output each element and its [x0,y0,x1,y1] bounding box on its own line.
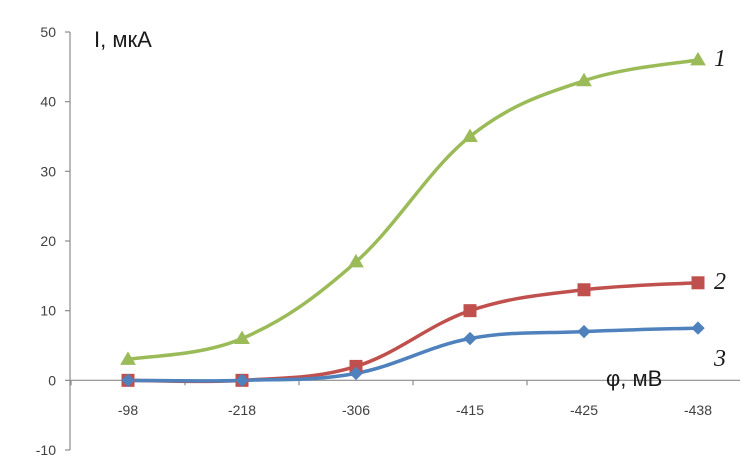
y-tick-label: 10 [40,303,56,319]
data-point-series-1 [462,128,478,142]
data-point-series-1 [348,253,364,268]
data-point-series-2 [691,276,705,290]
x-tick-label: -438 [684,402,712,418]
data-point-series-1 [120,351,136,365]
series-line-1 [126,58,700,362]
x-tick-label: -218 [228,402,256,418]
series-line-3 [126,326,700,383]
data-point-series-2 [463,304,477,318]
x-tick-labels: -98 -218 -306 -415 -425 -438 [118,402,712,418]
data-point-series-3 [577,324,591,339]
y-tick-label: 20 [40,233,56,249]
y-tick-label: 40 [40,94,56,110]
series-markers [120,51,706,388]
series-label-2: 2 [714,269,726,295]
data-point-series-3 [349,366,363,381]
x-tick-label: -98 [118,402,138,418]
series-label-3: 3 [713,346,726,372]
x-tick-label: -306 [342,402,370,418]
data-point-series-3 [121,373,135,388]
series-lines [126,58,700,384]
data-point-series-1 [234,330,250,345]
data-point-series-3 [463,331,477,346]
data-point-series-2 [577,283,591,297]
data-point-series-3 [691,321,705,335]
data-point-series-1 [690,51,706,66]
y-tick-label: 30 [40,163,56,179]
y-tick-label: 0 [48,372,56,388]
y-axis-title: I, мкА [94,27,152,52]
y-tick-label: -10 [36,442,56,458]
data-point-series-3 [235,373,249,388]
x-tick-label: -415 [456,402,484,418]
x-axis-title: φ, мВ [606,366,662,391]
series-labels: 1 2 3 [713,46,726,372]
y-tick-label: 50 [40,24,56,40]
data-point-series-1 [576,72,592,87]
series-label-1: 1 [714,46,726,72]
x-tick-label: -425 [570,402,598,418]
y-tick-labels: -10 0 10 20 30 40 50 [36,24,56,458]
